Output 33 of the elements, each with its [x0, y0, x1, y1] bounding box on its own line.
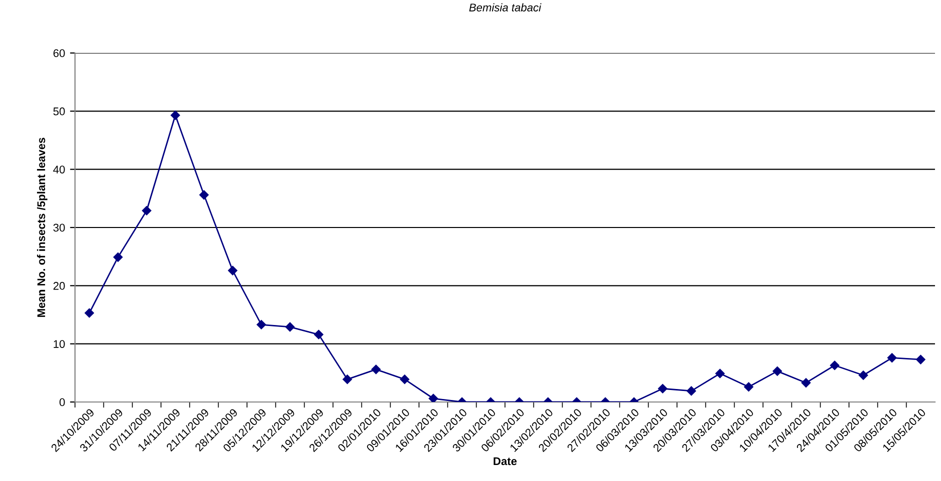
point [686, 386, 696, 396]
chart-title: Bemisia tabaci [469, 3, 542, 12]
point [113, 252, 123, 262]
point [142, 206, 152, 216]
point [428, 394, 438, 402]
point [916, 354, 926, 364]
x-axis-title: Date [494, 457, 517, 466]
point [371, 364, 381, 374]
y-tick-label: 0 [60, 398, 65, 406]
y-tick-label: 60 [53, 49, 65, 58]
point [256, 320, 266, 330]
point [84, 308, 94, 318]
point [228, 266, 238, 276]
point [314, 330, 324, 340]
point [830, 360, 840, 370]
y-tick-label: 20 [53, 282, 65, 290]
point [858, 370, 868, 380]
point [285, 322, 295, 332]
y-tick-label: 50 [53, 107, 65, 116]
point [801, 378, 811, 388]
point [170, 110, 180, 120]
point [342, 374, 352, 384]
point [658, 384, 668, 394]
point [199, 190, 209, 200]
y-tick-label: 10 [54, 340, 65, 348]
point [400, 374, 410, 384]
y-tick-label: 30 [53, 224, 65, 232]
point [715, 368, 725, 378]
y-axis-title: Mean No. of insects /5plant leaves [37, 138, 48, 317]
point [744, 382, 754, 392]
y-tick-label: 40 [53, 166, 65, 174]
point [772, 366, 782, 376]
point [887, 353, 897, 362]
